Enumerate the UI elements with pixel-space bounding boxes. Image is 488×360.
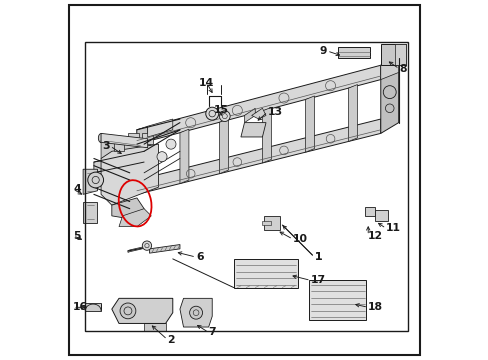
Polygon shape [180, 129, 188, 184]
Polygon shape [119, 209, 151, 226]
Ellipse shape [98, 134, 103, 143]
Text: 2: 2 [167, 334, 175, 345]
Text: 5: 5 [73, 231, 81, 240]
Polygon shape [113, 140, 124, 151]
Polygon shape [128, 247, 142, 252]
Circle shape [88, 172, 103, 188]
Text: 13: 13 [267, 107, 283, 117]
Polygon shape [380, 44, 405, 65]
Polygon shape [262, 107, 271, 163]
Polygon shape [394, 44, 405, 65]
Polygon shape [101, 134, 147, 148]
Polygon shape [233, 259, 298, 288]
Text: 18: 18 [367, 302, 383, 312]
Polygon shape [101, 144, 158, 205]
Polygon shape [137, 126, 147, 144]
Polygon shape [137, 176, 147, 194]
Polygon shape [241, 123, 265, 137]
Polygon shape [251, 108, 265, 119]
Circle shape [205, 107, 218, 120]
Text: 14: 14 [199, 78, 214, 88]
Polygon shape [112, 298, 172, 323]
Polygon shape [219, 119, 228, 174]
Polygon shape [147, 119, 172, 137]
Polygon shape [85, 303, 101, 311]
Circle shape [120, 303, 136, 319]
Polygon shape [142, 134, 153, 144]
Text: 7: 7 [208, 327, 216, 337]
Polygon shape [144, 323, 165, 330]
Polygon shape [308, 280, 366, 320]
Circle shape [165, 139, 176, 149]
Polygon shape [180, 298, 212, 327]
Polygon shape [149, 244, 180, 253]
Text: 1: 1 [314, 252, 321, 262]
Polygon shape [83, 202, 97, 223]
Polygon shape [364, 207, 375, 216]
Text: 8: 8 [399, 64, 406, 74]
Polygon shape [137, 65, 380, 144]
Bar [85, 42, 407, 330]
Text: 9: 9 [319, 46, 326, 56]
Text: 1: 1 [314, 252, 321, 262]
Polygon shape [128, 134, 139, 144]
Text: 16: 16 [73, 302, 88, 312]
Polygon shape [112, 198, 144, 220]
Text: 4: 4 [73, 184, 81, 194]
Circle shape [219, 111, 230, 122]
Circle shape [189, 306, 202, 319]
Polygon shape [380, 58, 398, 134]
Polygon shape [305, 96, 314, 152]
Text: 3: 3 [102, 141, 110, 151]
Text: 12: 12 [367, 231, 383, 240]
Text: 17: 17 [310, 275, 325, 285]
Circle shape [157, 152, 167, 162]
Polygon shape [348, 85, 357, 141]
Polygon shape [337, 47, 369, 58]
Polygon shape [83, 169, 97, 194]
Circle shape [142, 241, 151, 250]
Polygon shape [137, 119, 380, 194]
Polygon shape [264, 216, 280, 230]
Polygon shape [94, 151, 144, 173]
Polygon shape [244, 108, 255, 123]
Text: 10: 10 [292, 234, 307, 244]
Polygon shape [262, 221, 271, 225]
Polygon shape [380, 58, 398, 80]
Polygon shape [375, 211, 387, 221]
Polygon shape [101, 173, 144, 187]
Text: 11: 11 [386, 224, 400, 233]
Polygon shape [101, 140, 144, 158]
Text: 6: 6 [196, 252, 203, 262]
Circle shape [376, 212, 385, 220]
Text: 15: 15 [213, 105, 228, 115]
Ellipse shape [144, 139, 150, 148]
